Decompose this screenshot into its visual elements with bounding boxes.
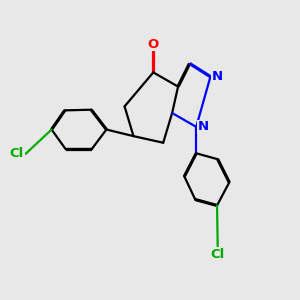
Text: Cl: Cl <box>211 248 225 261</box>
Text: O: O <box>148 38 159 51</box>
Text: Cl: Cl <box>10 148 24 160</box>
Text: N: N <box>197 120 208 134</box>
Text: N: N <box>212 70 223 83</box>
